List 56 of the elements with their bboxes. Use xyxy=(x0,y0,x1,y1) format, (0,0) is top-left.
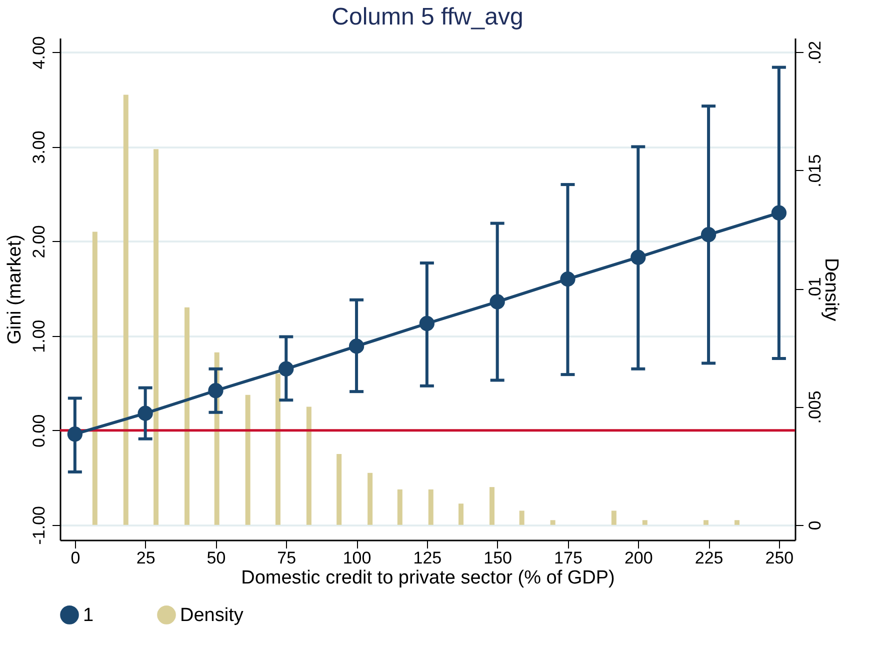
point xyxy=(630,250,646,265)
y-axis-title: Gini (market) xyxy=(4,234,26,344)
point xyxy=(419,316,435,332)
point xyxy=(278,361,294,376)
bar xyxy=(184,307,190,525)
x-tick-label: 175 xyxy=(554,548,582,568)
y-tick-label: 2.00 xyxy=(30,225,48,258)
y-tick-label: 0.00 xyxy=(30,414,48,448)
point xyxy=(771,205,787,220)
bar xyxy=(550,520,556,525)
x-tick-label: 250 xyxy=(765,548,794,568)
point xyxy=(67,426,83,442)
y-tick-label: 3.00 xyxy=(30,130,48,164)
chart-title: Column 5 ffw_avg xyxy=(332,4,524,31)
bar xyxy=(642,520,648,525)
bar xyxy=(275,374,280,525)
y2-tick-label: .02 xyxy=(806,40,824,64)
x-tick-label: 0 xyxy=(70,548,80,568)
x-tick-label: 225 xyxy=(694,548,724,568)
point xyxy=(560,272,576,287)
x-tick-label: 50 xyxy=(206,548,226,568)
x-axis-title: Domestic credit to private sector (% of GDP) xyxy=(241,568,615,588)
bar xyxy=(519,510,524,525)
y2-tick-label: .005 xyxy=(806,390,824,424)
bar xyxy=(154,149,159,525)
point xyxy=(138,406,153,421)
y-tick-label: -1.00 xyxy=(30,506,48,545)
y2-tick-label: .015 xyxy=(806,154,824,188)
bar xyxy=(489,487,494,525)
point xyxy=(490,294,505,310)
point xyxy=(348,338,364,354)
bar xyxy=(306,406,312,525)
bar xyxy=(123,94,128,525)
x-tick-label: 25 xyxy=(136,548,156,568)
y2-tick-label: 0 xyxy=(806,520,824,530)
x-tick-label: 125 xyxy=(413,548,442,568)
x-tick-label: 150 xyxy=(484,548,512,568)
bar xyxy=(92,232,98,525)
bar xyxy=(611,510,616,525)
legend-label: 1 xyxy=(83,604,94,626)
point xyxy=(700,227,716,242)
bar xyxy=(704,520,709,525)
y-tick-label: 1.00 xyxy=(30,320,48,353)
x-tick-label: 75 xyxy=(277,548,296,568)
bar xyxy=(428,489,434,525)
bar xyxy=(397,489,402,525)
y-tick-label: 4.00 xyxy=(30,36,48,70)
x-tick-label: 200 xyxy=(624,548,653,568)
bar xyxy=(245,394,250,525)
point xyxy=(208,383,224,398)
bar xyxy=(734,520,740,525)
bar xyxy=(336,454,342,525)
legend-label: Density xyxy=(180,604,244,626)
bar xyxy=(368,472,373,525)
x-tick-label: 100 xyxy=(342,548,372,568)
bar xyxy=(458,504,464,525)
